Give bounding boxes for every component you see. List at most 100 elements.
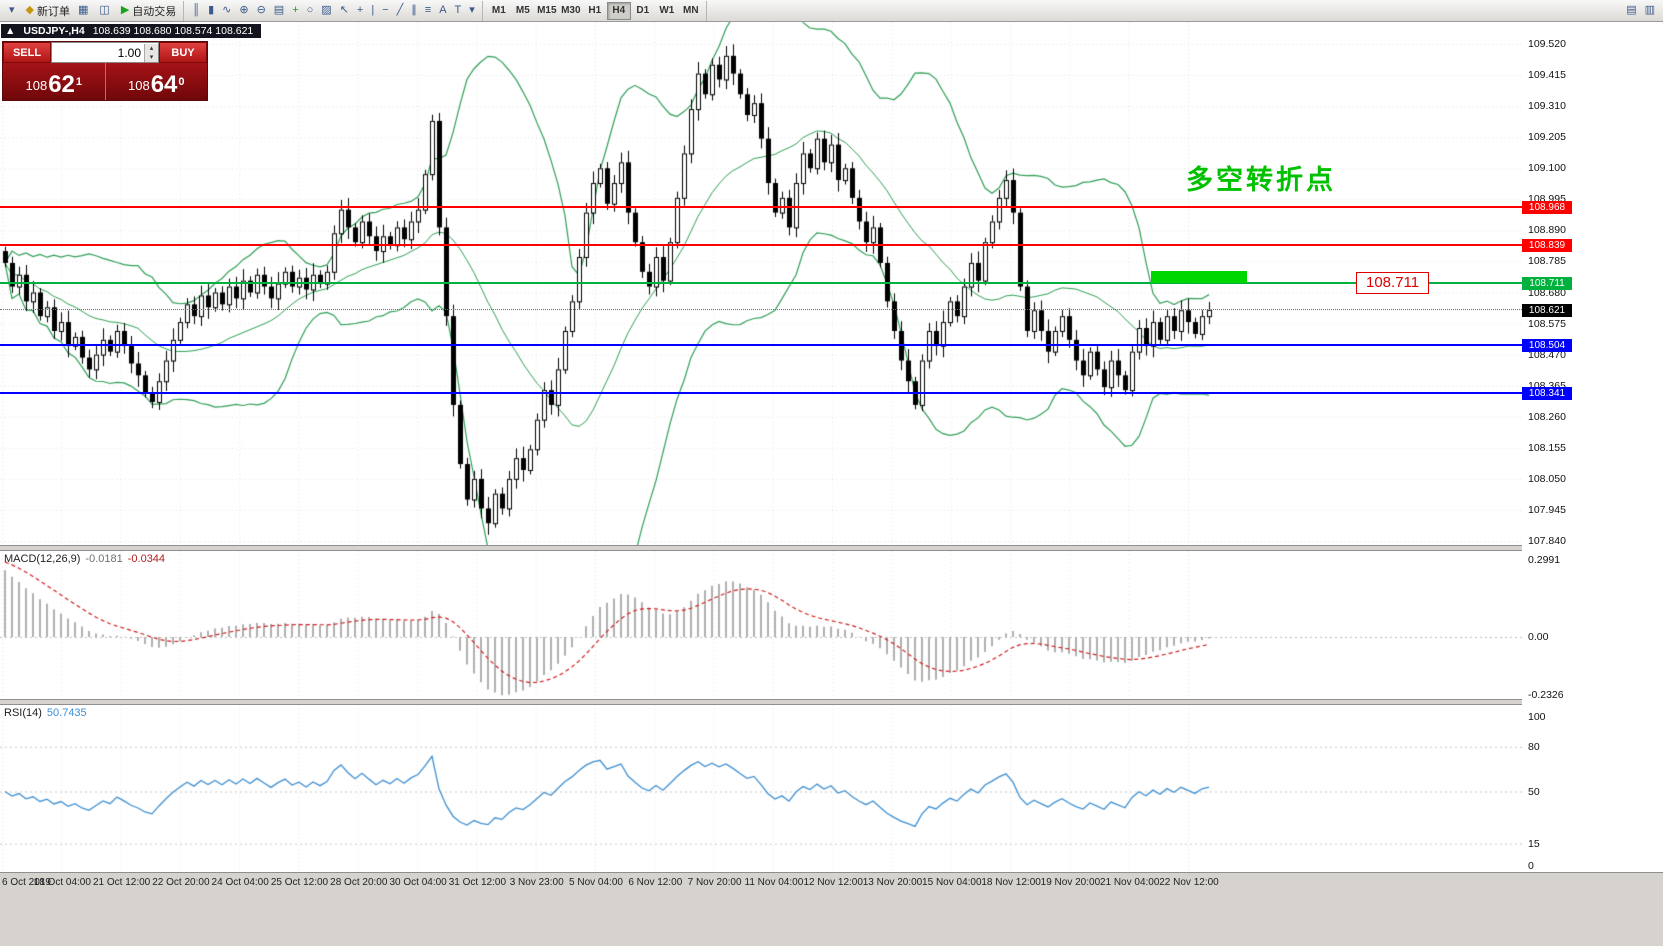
horizontal-line-icon[interactable]: − bbox=[378, 2, 392, 20]
volume-input[interactable] bbox=[52, 45, 144, 60]
profiles-icon[interactable]: ◫ bbox=[95, 2, 116, 20]
rsi-value: 50.7435 bbox=[46, 707, 87, 719]
macd-signal-value: -0.0344 bbox=[127, 553, 166, 565]
one-click-trading-panel: SELL ▴ ▾ BUY 108 62 1 108 64 0 bbox=[2, 41, 208, 101]
sell-button[interactable]: SELL bbox=[3, 42, 51, 63]
time-axis-label: 22 Nov 12:00 bbox=[1159, 877, 1219, 888]
text-label-icon[interactable]: T bbox=[451, 2, 466, 20]
bars-type-icon[interactable]: ║ bbox=[188, 2, 204, 20]
price-scale-tick: 109.205 bbox=[1528, 131, 1566, 144]
time-axis-label: 24 Oct 04:00 bbox=[211, 877, 269, 888]
rsi-title: RSI(14) bbox=[4, 707, 42, 719]
toolbar-menu-icon[interactable]: ▾ bbox=[5, 2, 22, 20]
timeframe-button[interactable]: M15 bbox=[535, 2, 559, 20]
tile-windows-icon[interactable]: ▤ bbox=[270, 2, 288, 20]
time-axis-label: 15 Nov 04:00 bbox=[922, 877, 982, 888]
price-scale-tick: 108.470 bbox=[1528, 348, 1566, 361]
price-scale-tick: 109.520 bbox=[1528, 38, 1566, 50]
price-tag: 108.504 bbox=[1522, 338, 1572, 352]
timeframe-button[interactable]: MN bbox=[679, 2, 703, 20]
rsi-canvas[interactable] bbox=[0, 705, 1522, 872]
new-order-button[interactable]: ◆ 新订单 bbox=[22, 2, 74, 20]
rsi-pane-header: RSI(14) 50.7435 bbox=[4, 707, 87, 719]
timeframe-button[interactable]: M30 bbox=[559, 2, 583, 20]
fibonacci-icon[interactable]: ≡ bbox=[421, 2, 435, 20]
time-axis-label: 6 Oct 2019 bbox=[2, 877, 51, 888]
price-scale[interactable]: 109.520 109.415 109.310 109.205 109.100 108.9… bbox=[1522, 22, 1663, 872]
arrows-icon[interactable]: ▾ bbox=[465, 2, 479, 20]
auto-trading-button[interactable]: ▶ 自动交易 bbox=[117, 2, 180, 20]
price-scale-tick: 109.415 bbox=[1528, 69, 1566, 82]
pane-separator[interactable] bbox=[0, 699, 1663, 705]
sell-price-display[interactable]: 108 62 1 bbox=[3, 63, 106, 100]
trendline-icon[interactable]: ╱ bbox=[393, 2, 408, 20]
turning-point-annotation: 多空转折点 bbox=[1186, 165, 1336, 195]
timeframe-button[interactable]: M5 bbox=[511, 2, 535, 20]
price-scale-tick: 108.260 bbox=[1528, 410, 1566, 423]
symbol-label: USDJPY-,H4 bbox=[23, 25, 85, 37]
time-axis-label: 21 Oct 12:00 bbox=[92, 877, 151, 888]
price-chart-canvas[interactable] bbox=[0, 22, 1522, 545]
indicators-icon[interactable]: + bbox=[288, 2, 302, 20]
channel-icon[interactable]: ∥ bbox=[407, 2, 421, 20]
time-axis-label: 31 Oct 12:00 bbox=[448, 877, 507, 888]
volume-field: ▴ ▾ bbox=[51, 42, 159, 63]
price-scale-tick: 107.840 bbox=[1528, 535, 1566, 547]
price-tag: 108.621 bbox=[1522, 303, 1572, 317]
timeframe-button[interactable]: D1 bbox=[631, 2, 655, 20]
volume-down-icon[interactable]: ▾ bbox=[145, 52, 158, 62]
price-scale-tick: 107.945 bbox=[1528, 503, 1566, 516]
buy-price-display[interactable]: 108 64 0 bbox=[127, 71, 185, 98]
rsi-scale-tick: 15 bbox=[1528, 837, 1540, 850]
green-highlight-bar[interactable] bbox=[1151, 271, 1247, 284]
time-axis-label: 28 Oct 20:00 bbox=[330, 877, 388, 888]
vertical-line-icon[interactable]: | bbox=[367, 2, 378, 20]
price-scale-tick: 108.050 bbox=[1528, 472, 1566, 485]
text-icon[interactable]: A bbox=[435, 2, 450, 20]
price-tag: 108.341 bbox=[1522, 386, 1572, 400]
crosshair-icon[interactable]: + bbox=[353, 2, 367, 20]
cursor-icon[interactable]: ↖ bbox=[336, 2, 353, 20]
line-type-icon[interactable]: ∿ bbox=[218, 2, 235, 20]
rsi-scale-tick: 50 bbox=[1528, 785, 1540, 798]
time-axis-label: 18 Oct 04:00 bbox=[33, 877, 91, 888]
zoom-out-icon[interactable]: ⊖ bbox=[253, 2, 270, 20]
main-toolbar: ▾ ◆ 新订单 ▦ ◫ ▶ 自动交易 ║ ▮ ∿ ⊕ ⊖ ▤ + ○ ▨ ↖ + | − ╱ ∥ ≡ A T ▾ M1 M5 M15… bbox=[0, 0, 1663, 22]
macd-canvas[interactable] bbox=[0, 551, 1522, 699]
price-scale-tick: 109.310 bbox=[1528, 100, 1566, 113]
buy-button[interactable]: BUY bbox=[159, 42, 207, 63]
macd-scale-tick: 0.00 bbox=[1528, 631, 1549, 643]
time-axis-label: 21 Nov 04:00 bbox=[1099, 877, 1160, 888]
price-tag: 108.839 bbox=[1522, 239, 1572, 253]
timeframe-button[interactable]: H1 bbox=[583, 2, 607, 20]
macd-scale-tick: -0.2326 bbox=[1528, 689, 1564, 701]
price-scale-tick: 109.100 bbox=[1528, 162, 1566, 175]
toolbar-mid-group: ║ ▮ ∿ ⊕ ⊖ ▤ + ○ ▨ ↖ + | − ╱ ∥ ≡ A T ▾ bbox=[185, 0, 483, 21]
price-callout-box[interactable]: 108.711 bbox=[1356, 272, 1430, 295]
collapse-triangle-icon[interactable]: ▲ bbox=[5, 25, 16, 37]
time-axis-label: 25 Oct 12:00 bbox=[270, 877, 329, 888]
price-scale-tick: 108.155 bbox=[1528, 441, 1566, 454]
window-icon-1[interactable]: ▤ bbox=[1622, 1, 1640, 19]
pane-separator[interactable] bbox=[0, 545, 1663, 551]
timeframe-button[interactable]: M1 bbox=[487, 2, 511, 20]
toolbar-right-group: ▤ ▥ bbox=[1622, 1, 1659, 19]
time-axis-label: 6 Nov 12:00 bbox=[628, 877, 683, 888]
candles-type-icon[interactable]: ▮ bbox=[204, 2, 218, 20]
timeframe-button[interactable]: H4 bbox=[606, 1, 631, 20]
macd-title: MACD(12,26,9) bbox=[4, 553, 81, 565]
templates-icon[interactable]: ▨ bbox=[317, 2, 335, 20]
charts-grid-icon[interactable]: ▦ bbox=[74, 2, 95, 20]
time-axis[interactable]: 6 Oct 2019 18 Oct 04:00 21 Oct 12:00 22 Oct… bbox=[0, 872, 1663, 946]
window-icon-2[interactable]: ▥ bbox=[1641, 1, 1659, 19]
rsi-scale-tick: 100 bbox=[1528, 711, 1546, 723]
volume-up-icon[interactable]: ▴ bbox=[145, 43, 158, 53]
volume-spinner: ▴ ▾ bbox=[144, 43, 158, 62]
price-scale-tick: 108.785 bbox=[1528, 255, 1566, 268]
timeframe-button[interactable]: W1 bbox=[655, 2, 679, 20]
periods-icon[interactable]: ○ bbox=[303, 2, 318, 20]
time-axis-label: 18 Nov 12:00 bbox=[981, 877, 1041, 888]
rsi-scale-tick: 0 bbox=[1528, 860, 1534, 872]
zoom-in-icon[interactable]: ⊕ bbox=[235, 2, 252, 20]
